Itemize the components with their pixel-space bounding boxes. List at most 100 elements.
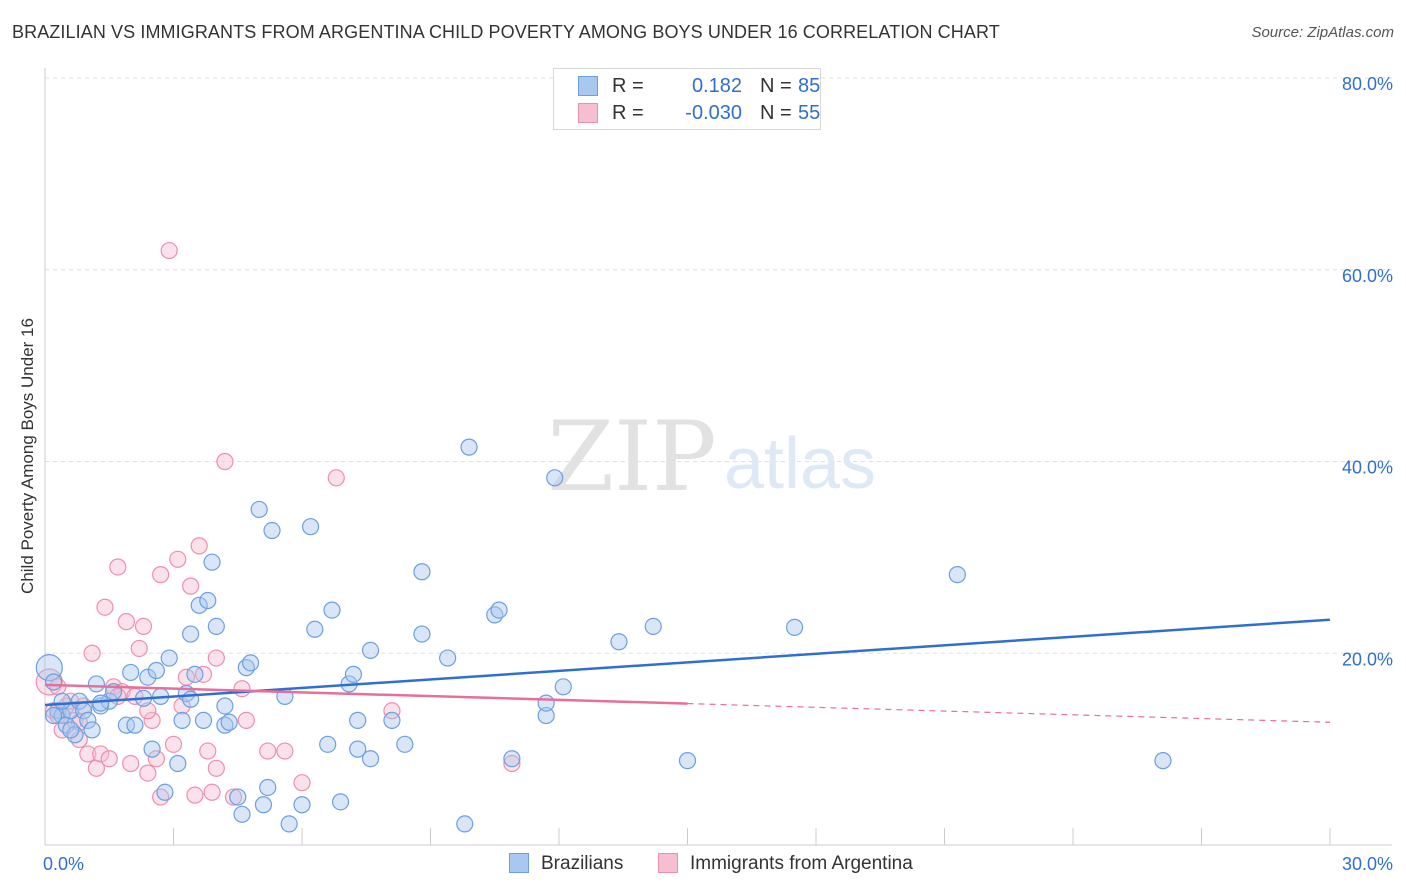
correlation-legend: R = 0.182 N = 85 R = -0.030 N = 55 [553,68,821,130]
brazilian-point [361,641,380,659]
brazilian-point [537,694,555,712]
n-value: 55 [798,102,821,124]
argentina-point [503,754,521,773]
brazilian-point [220,713,238,731]
brazilian-point [199,591,217,610]
brazilian-point [344,665,362,683]
argentina-point [109,558,127,576]
brazilian-point [62,721,80,739]
brazilians-swatch [578,76,598,96]
brazilian-point [182,625,200,643]
brazilian-point [186,665,204,683]
argentina-point [117,613,135,631]
brazilian-point [306,620,324,638]
chart-title: BRAZILIAN VS IMMIGRANTS FROM ARGENTINA C… [12,22,1000,42]
y-axis-label: Child Poverty Among Boys Under 16 [18,318,37,594]
brazilian-point [160,649,178,667]
brazilian-point [139,668,157,686]
watermark-zip: ZIP [547,401,716,513]
brazilian-point [280,815,298,833]
r-label: R = [612,75,644,97]
brazilian-point [383,711,401,729]
argentina-point [100,750,118,768]
brazilian-point [546,469,564,487]
brazilian-point [250,500,268,519]
watermark-atlas: atlas [724,424,876,504]
y-tick-label: 40.0% [1342,458,1393,478]
brazilian-point [785,618,804,636]
brazilian-point [216,697,234,715]
brazilian-point [233,805,251,823]
argentina-point [383,702,401,720]
argentina-point [259,742,277,760]
brazilian-point [207,617,225,636]
brazilian-point [644,617,662,636]
brazilian-point [92,694,110,712]
argentina-swatch [578,103,598,123]
brazilian-point [1154,752,1172,770]
argentina-point [83,644,101,662]
argentina-point [224,788,243,806]
brazilian-point [156,783,174,801]
brazilian-point [203,553,221,571]
brazilian-point [678,752,697,770]
brazilian-point [554,678,572,696]
brazilians-trend-line [44,618,1331,707]
series-legend: Brazilians Immigrants from Argentina [0,852,1406,876]
brazilian-point [44,706,63,725]
argentina-point [147,750,165,768]
argentina-point [207,759,225,777]
brazilian-point [503,750,521,768]
argentina-point [122,754,140,773]
brazilian-point [229,788,247,806]
argentina-trend-line-extension [687,702,1331,723]
y-tick-label: 80.0% [1342,74,1393,94]
argentina-point [79,745,97,763]
argentina-point [276,742,294,760]
series-brazilians-points [35,438,1172,833]
brazilian-point [319,735,337,753]
argentina-point [96,598,114,616]
y-tick-label: 20.0% [1342,649,1393,669]
argentina-point [207,649,225,667]
legend-label: Brazilians [541,853,624,874]
brazilian-point [396,735,414,753]
brazilian-point [413,563,431,581]
argentina-trend-line [44,683,688,705]
brazilian-point [331,793,350,811]
n-label: N = [760,75,792,97]
brazilian-point [293,796,311,814]
brazilian-point [349,711,367,729]
source-note: Source: ZipAtlas.com [1251,24,1394,41]
argentina-point [152,566,170,584]
r-value: -0.030 [685,102,742,124]
argentina-point [182,577,200,595]
gridlines [45,77,1392,654]
watermark: ZIP atlas [547,401,876,513]
argentina-point [160,241,178,260]
x-tick-label: 30.0% [1342,854,1393,874]
brazilian-point [490,601,508,619]
brazilian-point [361,750,380,768]
argentina-point [190,537,208,555]
brazilian-point [126,716,144,734]
brazilian-point [182,690,200,708]
brazilian-point [537,706,555,725]
n-label: N = [760,102,792,124]
brazilian-point [79,711,97,729]
trend-lines [44,618,1331,723]
brazilian-point [169,754,187,773]
brazilian-point [143,740,161,758]
argentina-point [164,735,183,753]
brazilian-point [456,815,474,833]
brazilian-point [87,675,106,693]
brazilian-point [610,633,628,651]
argentina-point [203,783,221,801]
brazilian-point [301,518,320,536]
brazilian-point [254,796,273,814]
y-tick-label: 60.0% [1342,266,1393,286]
brazilian-point [53,692,71,710]
argentina-point [237,711,255,729]
argentina-point [139,764,157,782]
brazilian-point [323,601,341,619]
